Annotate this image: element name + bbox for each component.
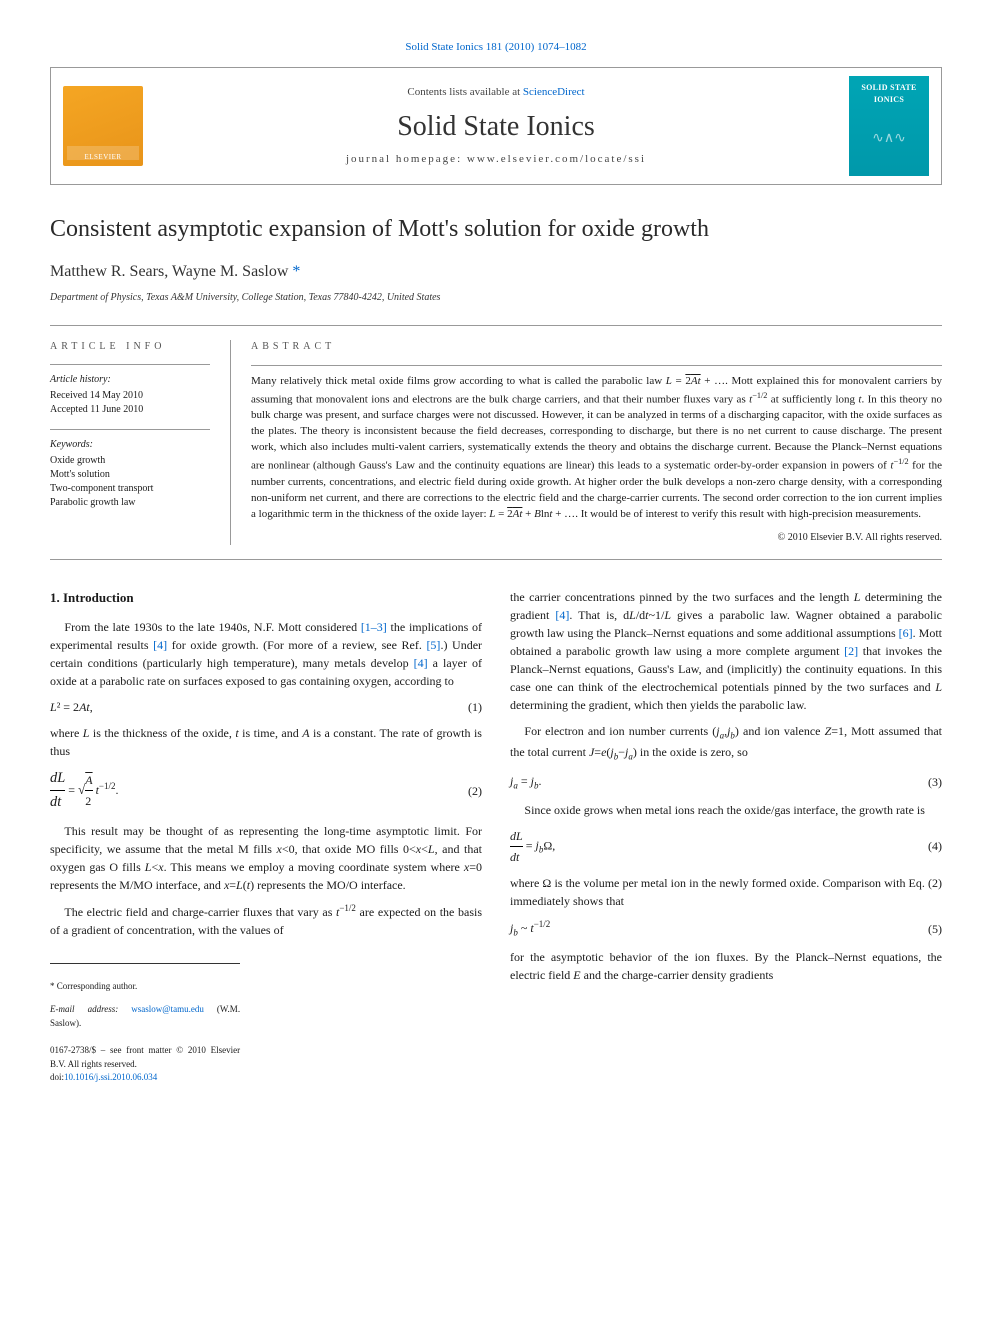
email-link[interactable]: wsaslow@tamu.edu: [131, 1004, 204, 1014]
equation-2: dLdt = √A2 t−1/2. (2): [50, 768, 482, 814]
email-footnote: E-mail address: wsaslow@tamu.edu (W.M. S…: [50, 1003, 240, 1030]
text: . That is,: [569, 608, 623, 622]
journal-reference: Solid State Ionics 181 (2010) 1074–1082: [50, 40, 942, 55]
keyword: Oxide growth: [50, 454, 210, 468]
article-info: ARTICLE INFO Article history: Received 1…: [50, 340, 230, 545]
text: for oxide growth. (For more of a review,…: [167, 638, 426, 652]
equation-3: ja = jb. (3): [510, 772, 942, 793]
ref-link[interactable]: [1–3]: [361, 620, 387, 634]
ref-link[interactable]: [2]: [844, 644, 858, 658]
text: is the thickness of the oxide,: [89, 726, 235, 740]
eq-body: ja = jb.: [510, 772, 541, 793]
text: For electron and ion number currents (: [524, 724, 716, 738]
equation-5: jb ~ t−1/2 (5): [510, 918, 942, 940]
keyword: Two-component transport: [50, 482, 210, 496]
eq-number: (1): [468, 698, 482, 716]
corresponding-footnote: * Corresponding author.: [50, 980, 240, 994]
abs-text: Many relatively thick metal oxide films …: [251, 375, 666, 387]
journal-header: ELSEVIER Contents lists available at Sci…: [50, 67, 942, 185]
abstract-text: Many relatively thick metal oxide films …: [251, 374, 942, 523]
text: where: [50, 726, 83, 740]
eq-number: (3): [928, 773, 942, 791]
cover-title: SOLID STATE IONICS: [853, 82, 925, 104]
ref-link[interactable]: [4]: [153, 638, 167, 652]
text: in the oxide is zero, so: [637, 745, 748, 759]
homepage-prefix: journal homepage:: [346, 153, 467, 165]
abs-text: at sufficiently long: [767, 393, 858, 405]
text: is time, and: [239, 726, 303, 740]
doi-link[interactable]: 10.1016/j.ssi.2010.06.034: [64, 1072, 157, 1082]
homepage-line: journal homepage: www.elsevier.com/locat…: [143, 152, 849, 167]
sciencedirect-link[interactable]: ScienceDirect: [523, 86, 585, 98]
authors: Matthew R. Sears, Wayne M. Saslow *: [50, 261, 942, 283]
footnote-block: * Corresponding author. E-mail address: …: [50, 963, 240, 1085]
affiliation: Department of Physics, Texas A&M Univers…: [50, 291, 942, 305]
body-para: This result may be thought of as represe…: [50, 822, 482, 894]
ref-link[interactable]: [4]: [414, 656, 428, 670]
equation-1: L² = 2At, (1): [50, 698, 482, 716]
abstract: ABSTRACT Many relatively thick metal oxi…: [230, 340, 942, 545]
eq-number: (5): [928, 920, 942, 938]
info-abstract-row: ARTICLE INFO Article history: Received 1…: [50, 325, 942, 560]
journal-title: Solid State Ionics: [143, 107, 849, 146]
equation-4: dLdt = jbΩ, (4): [510, 827, 942, 866]
doi-line: doi:10.1016/j.ssi.2010.06.034: [50, 1071, 240, 1085]
body-para: Since oxide grows when metal ions reach …: [510, 801, 942, 819]
eq-body: dLdt = √A2 t−1/2.: [50, 768, 119, 814]
contents-prefix: Contents lists available at: [407, 86, 522, 98]
body-columns: 1. Introduction From the late 1930s to t…: [50, 588, 942, 1085]
corresponding-mark[interactable]: *: [292, 263, 300, 280]
keyword: Mott's solution: [50, 468, 210, 482]
body-para: The electric field and charge-carrier fl…: [50, 902, 482, 939]
text: , that oxide MO fills: [295, 842, 403, 856]
text: The electric field and charge-carrier fl…: [64, 905, 336, 919]
ref-link[interactable]: [5]: [426, 638, 440, 652]
keywords-label: Keywords:: [50, 438, 210, 452]
keywords-block: Keywords: Oxide growth Mott's solution T…: [50, 438, 210, 510]
body-para: for the asymptotic behavior of the ion f…: [510, 948, 942, 984]
abstract-heading: ABSTRACT: [251, 340, 942, 355]
journal-cover: SOLID STATE IONICS ∿∧∿: [849, 76, 929, 176]
text: and the charge-carrier density gradients: [581, 968, 774, 982]
contents-line: Contents lists available at ScienceDirec…: [143, 85, 849, 100]
abstract-copyright: © 2010 Elsevier B.V. All rights reserved…: [251, 531, 942, 546]
info-heading: ARTICLE INFO: [50, 340, 210, 354]
text: represents the MO/O interface.: [254, 878, 406, 892]
eq-number: (2): [468, 782, 482, 800]
doi-label: doi:: [50, 1072, 64, 1082]
ref-link[interactable]: [6]: [899, 626, 913, 640]
eq-number: (4): [928, 837, 942, 855]
eq-body: dLdt = jbΩ,: [510, 827, 555, 866]
author-names: Matthew R. Sears, Wayne M. Saslow: [50, 263, 292, 280]
text: From the late 1930s to the late 1940s, N…: [64, 620, 360, 634]
body-para: For electron and ion number currents (ja…: [510, 722, 942, 764]
history-label: Article history:: [50, 373, 210, 387]
body-para: From the late 1930s to the late 1940s, N…: [50, 618, 482, 690]
eq-body: L² = 2At,: [50, 698, 93, 716]
article-title: Consistent asymptotic expansion of Mott'…: [50, 213, 942, 247]
email-label: E-mail address:: [50, 1004, 131, 1014]
received-date: Received 14 May 2010: [50, 389, 210, 403]
history-block: Article history: Received 14 May 2010 Ac…: [50, 373, 210, 417]
body-para: the carrier concentrations pinned by the…: [510, 588, 942, 714]
body-para: where Ω is the volume per metal ion in t…: [510, 874, 942, 910]
text: determining the gradient, which then yie…: [510, 698, 806, 712]
body-para: where L is the thickness of the oxide, t…: [50, 724, 482, 760]
eq-body: jb ~ t−1/2: [510, 918, 550, 940]
front-matter: 0167-2738/$ – see front matter © 2010 El…: [50, 1044, 240, 1071]
text: the carrier concentrations pinned by the…: [510, 590, 854, 604]
text: . This means we employ a moving coordina…: [164, 860, 464, 874]
header-center: Contents lists available at ScienceDirec…: [143, 85, 849, 167]
abs-text: . It would be of interest to verify this…: [575, 508, 921, 520]
ref-link[interactable]: [4]: [555, 608, 569, 622]
elsevier-logo: ELSEVIER: [63, 86, 143, 166]
accepted-date: Accepted 11 June 2010: [50, 403, 210, 417]
cover-art-icon: ∿∧∿: [853, 129, 925, 149]
publisher-name: ELSEVIER: [63, 153, 143, 163]
section-title: 1. Introduction: [50, 588, 482, 608]
text: ) and ion valence: [735, 724, 825, 738]
keyword: Parabolic growth law: [50, 496, 210, 510]
text: represents the M/MO interface, and: [50, 878, 224, 892]
homepage-url[interactable]: www.elsevier.com/locate/ssi: [467, 153, 646, 165]
